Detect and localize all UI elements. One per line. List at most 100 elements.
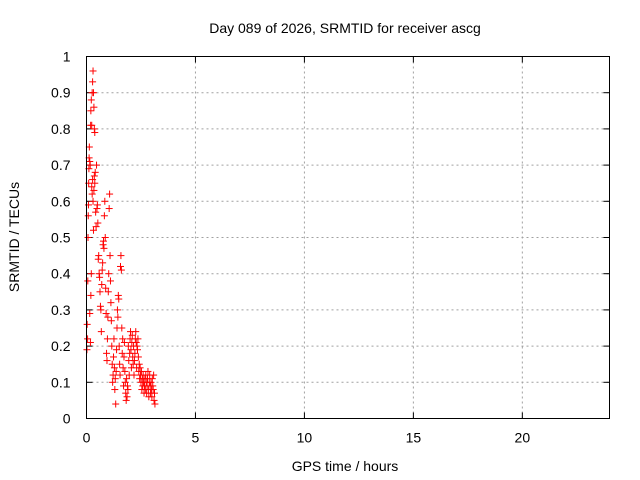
y-tick-label: 0.3 xyxy=(51,302,71,318)
y-tick-label: 0.9 xyxy=(51,85,71,101)
data-point xyxy=(150,396,158,404)
data-point xyxy=(86,310,94,318)
data-point xyxy=(117,266,125,274)
y-axis: 0 0.1 0.2 0.3 0.4 0.5 0.6 0.7 0.8 0.9 1 xyxy=(51,49,610,427)
y-tick-label: 0.8 xyxy=(51,121,71,137)
data-point xyxy=(89,197,97,205)
data-point xyxy=(89,89,97,97)
data-point xyxy=(103,349,111,357)
data-point xyxy=(121,378,129,386)
data-point xyxy=(130,371,138,379)
y-tick-label: 0.6 xyxy=(51,193,71,209)
data-point xyxy=(144,367,152,375)
data-point xyxy=(134,353,142,361)
data-point xyxy=(111,375,119,383)
data-point xyxy=(120,338,128,346)
data-point xyxy=(116,371,124,379)
y-tick-label: 0.1 xyxy=(51,374,71,390)
data-point xyxy=(119,364,127,372)
data-point xyxy=(112,367,120,375)
data-point xyxy=(112,400,120,408)
data-point xyxy=(110,335,118,343)
data-point xyxy=(84,212,92,220)
data-point xyxy=(106,277,114,285)
data-point xyxy=(94,219,102,227)
data-point xyxy=(148,375,156,383)
data-point xyxy=(92,208,100,216)
data-point xyxy=(151,400,159,408)
data-point xyxy=(149,386,157,394)
x-axis-label: GPS time / hours xyxy=(292,458,399,474)
data-point xyxy=(91,179,99,187)
data-point xyxy=(100,244,108,252)
x-tick-label: 0 xyxy=(83,430,91,446)
data-point xyxy=(133,346,141,354)
x-axis: 0 5 10 15 20 xyxy=(83,56,530,446)
y-tick-label: 0.4 xyxy=(51,266,71,282)
data-point xyxy=(115,342,123,350)
data-point xyxy=(93,201,101,209)
data-point xyxy=(109,371,117,379)
data-point xyxy=(119,335,127,343)
data-point xyxy=(107,299,115,307)
data-point xyxy=(101,197,109,205)
x-tick-label: 5 xyxy=(192,430,200,446)
x-tick-label: 15 xyxy=(406,430,422,446)
data-point xyxy=(122,389,130,397)
data-point xyxy=(92,223,100,231)
data-point xyxy=(97,328,105,336)
data-point xyxy=(96,288,104,296)
data-point xyxy=(87,270,95,278)
data-point xyxy=(103,335,111,343)
data-point xyxy=(88,190,96,198)
grid-layer xyxy=(86,56,610,419)
data-point xyxy=(104,288,112,296)
y-tick-label: 0.2 xyxy=(51,338,71,354)
data-point xyxy=(130,357,138,365)
data-point xyxy=(99,259,107,267)
data-points xyxy=(83,67,159,408)
data-point xyxy=(101,234,109,241)
data-point xyxy=(129,360,137,368)
data-point xyxy=(123,375,131,383)
data-point xyxy=(98,281,106,289)
data-point xyxy=(88,183,96,191)
data-point xyxy=(87,107,95,115)
y-tick-label: 0.7 xyxy=(51,157,71,173)
data-point xyxy=(90,172,98,180)
data-point xyxy=(109,378,117,386)
y-tick-label: 1 xyxy=(63,49,71,65)
data-point xyxy=(99,237,107,245)
data-point xyxy=(97,306,105,314)
data-point xyxy=(115,295,123,303)
data-point xyxy=(84,234,92,241)
data-point xyxy=(86,161,94,169)
data-point xyxy=(150,389,158,397)
data-point xyxy=(89,176,97,184)
data-point xyxy=(83,320,91,328)
y-tick-label: 0.5 xyxy=(51,230,71,246)
data-point xyxy=(102,284,110,292)
data-point xyxy=(118,349,126,357)
data-point xyxy=(105,270,113,278)
data-point xyxy=(116,360,124,368)
chart-title: Day 089 of 2026, SRMTID for receiver asc… xyxy=(209,20,481,36)
data-point xyxy=(87,291,95,299)
data-point xyxy=(110,364,118,372)
data-point xyxy=(89,67,97,75)
data-point xyxy=(118,324,126,332)
data-point xyxy=(116,262,124,270)
data-point xyxy=(86,338,94,346)
data-point xyxy=(128,331,136,339)
data-point xyxy=(113,306,121,314)
data-point xyxy=(120,353,128,361)
data-point xyxy=(105,205,113,213)
data-point xyxy=(121,367,129,375)
data-point xyxy=(96,273,104,281)
data-point xyxy=(91,168,99,176)
data-point xyxy=(91,129,99,137)
data-point xyxy=(100,212,108,220)
data-point xyxy=(110,353,118,361)
data-point xyxy=(137,367,145,375)
